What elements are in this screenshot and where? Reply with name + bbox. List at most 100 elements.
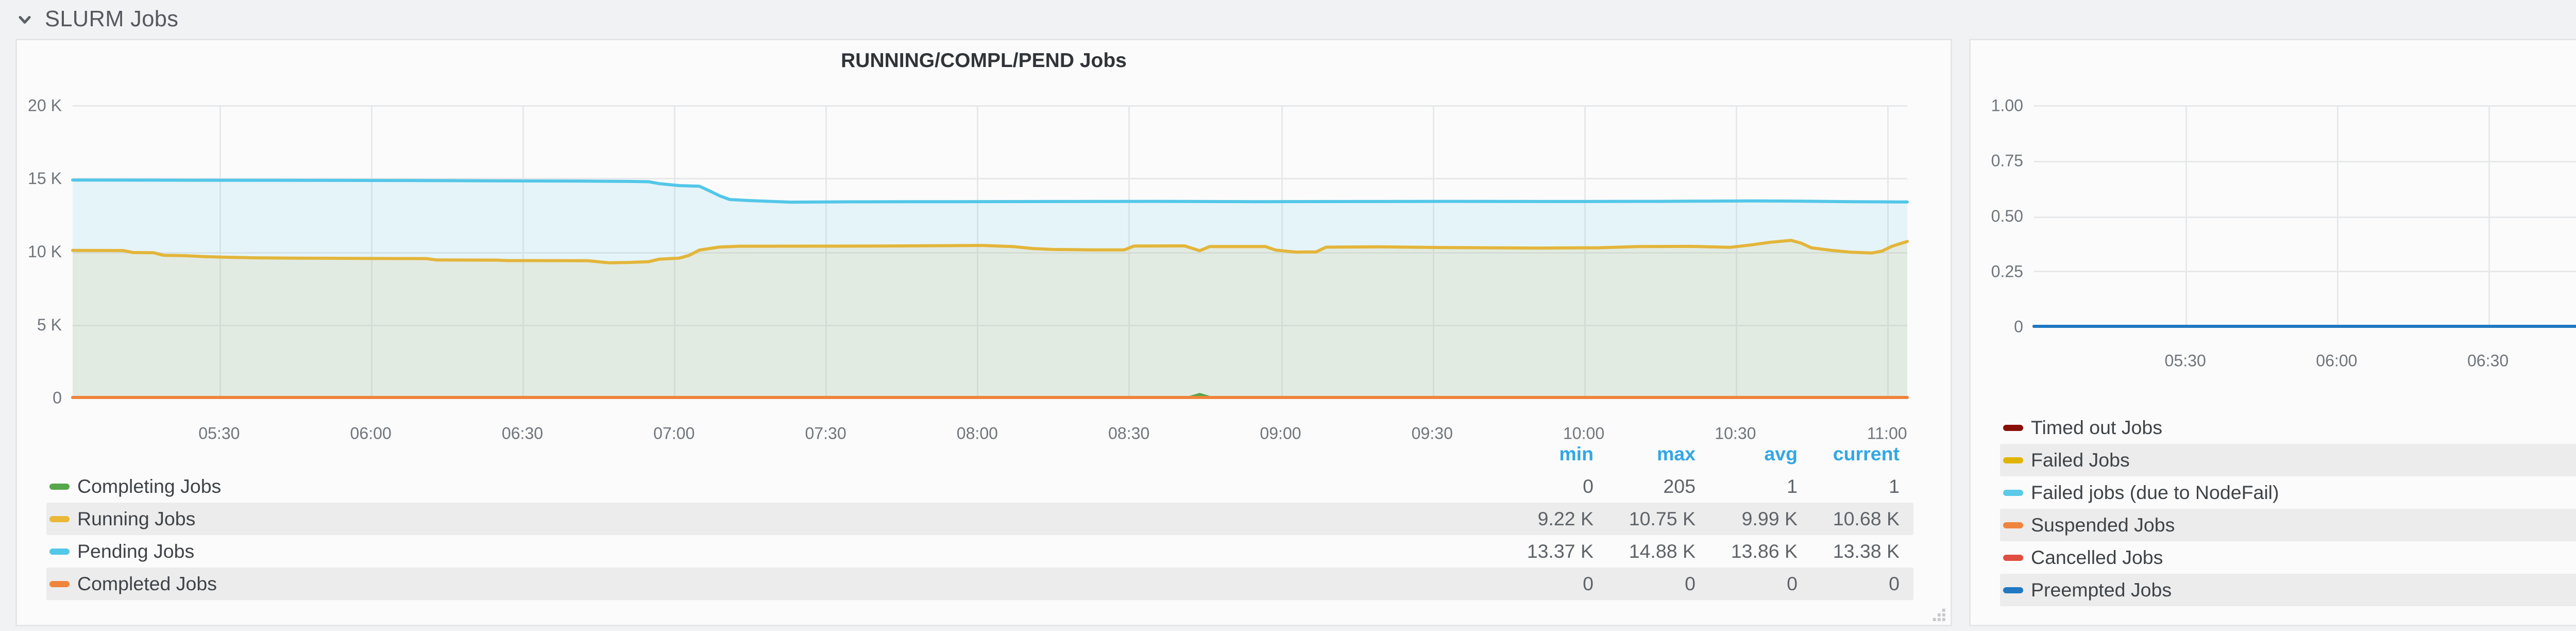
- x-axis-label: 05:30: [198, 424, 240, 442]
- legend-series-name: Preempted Jobs: [2031, 579, 2172, 601]
- series-color-swatch-icon[interactable]: [2003, 587, 2023, 593]
- x-axis: 05:30 06:00 06:30 07:00 07:30 08:00 08:30 09:00…: [198, 424, 1907, 442]
- series-color-swatch-icon[interactable]: [2003, 457, 2023, 463]
- x-axis-label: 06:00: [350, 424, 392, 442]
- series-color-swatch-icon[interactable]: [2003, 424, 2023, 431]
- legend-value-min: 0: [1583, 475, 1594, 497]
- y-axis-label: 0: [53, 388, 62, 407]
- series-color-swatch-icon[interactable]: [2003, 554, 2023, 561]
- legend-column-header-current[interactable]: current: [1833, 443, 1900, 464]
- legend-column-header-min[interactable]: min: [1559, 443, 1594, 464]
- legend-series-name: Completed Jobs: [77, 573, 217, 594]
- legend-row-running-jobs[interactable]: Running Jobs 9.22 K 10.75 K 9.99 K 10.68 K: [46, 503, 1913, 535]
- legend-row-completed-jobs[interactable]: Completed Jobs 0 0 0 0: [46, 568, 1913, 600]
- x-axis-label: 08:00: [957, 424, 998, 442]
- y-axis-label: 5 K: [37, 315, 62, 334]
- x-axis-label: 09:00: [1260, 424, 1301, 442]
- x-axis-label: 09:30: [1412, 424, 1453, 442]
- chart-area: 00.250.500.751.0005:3006:0006:3007:0007:…: [1971, 40, 2576, 625]
- legend-series-label[interactable]: Pending Jobs: [49, 540, 1492, 562]
- legend-value-avg: 9.99 K: [1741, 508, 1798, 529]
- legend-series-label[interactable]: Failed Jobs: [2003, 449, 2576, 471]
- panel-running-compl-pend-jobs: RUNNING/COMPL/PEND Jobs 0 5 K 10 K 15 K 20 K…: [15, 39, 1952, 626]
- y-axis: 0 5 K 10 K 15 K 20 K: [28, 96, 62, 407]
- legend-value-max: 205: [1663, 475, 1696, 497]
- legend-series-name: Failed jobs (due to NodeFail): [2031, 481, 2279, 503]
- legend-table: min max avg current Completing Jobs 0 205 1 1 Run…: [46, 438, 1913, 600]
- x-axis-label: 10:00: [1563, 424, 1604, 442]
- legend-header-row: min max avg current: [46, 438, 1913, 470]
- legend-series-label[interactable]: Completing Jobs: [49, 475, 1492, 497]
- chevron-down-icon[interactable]: [15, 10, 34, 29]
- time-series-plot[interactable]: 0 5 K 10 K 15 K 20 K 05:30 06:00 06:30 07:00 07:3…: [17, 40, 1954, 628]
- series-color-swatch-icon[interactable]: [49, 516, 70, 522]
- panel-title[interactable]: RUNNING/COMPL/PEND Jobs: [841, 49, 1127, 72]
- series-color-swatch-icon[interactable]: [49, 580, 70, 587]
- y-axis-label: 0.25: [1991, 262, 2023, 280]
- legend-series-label[interactable]: Timed out Jobs: [2003, 417, 2576, 439]
- series-color-swatch-icon[interactable]: [2003, 522, 2023, 528]
- series-color-swatch-icon[interactable]: [2003, 489, 2023, 496]
- series-color-swatch-icon[interactable]: [49, 483, 70, 490]
- panel-fail-susp-canc-preempt-timedout-jobs: FAIL/SUSP/CANC/PREEMPT/TIMEDOUT Jobs 0 0.…: [1969, 39, 2576, 626]
- legend-series-label[interactable]: Completed Jobs: [49, 573, 1492, 595]
- series-line-pending-jobs[interactable]: [71, 178, 1909, 204]
- x-axis-label: 06:30: [2467, 351, 2509, 370]
- gridlines: [2034, 105, 2576, 328]
- legend-value-min: 13.37 K: [1527, 540, 1594, 562]
- legend-value-current: 10.68 K: [1833, 508, 1900, 529]
- y-axis-label: 1.00: [1991, 96, 2023, 114]
- legend-column-header-max[interactable]: max: [1656, 443, 1696, 464]
- panel-title[interactable]: FAIL/SUSP/CANC/PREEMPT/TIMEDOUT Jobs: [1971, 49, 2576, 72]
- x-axis-label: 05:30: [2165, 351, 2206, 370]
- series-area-pending-jobs: [73, 180, 1907, 397]
- legend-table: minmaxavgcurrentTimed out Jobs0000Failed…: [2000, 379, 2576, 606]
- legend-value-min: 0: [1583, 573, 1594, 594]
- x-axis-label: 07:00: [653, 424, 694, 442]
- legend-series-name: Timed out Jobs: [2031, 417, 2162, 438]
- x-axis-label: 07:30: [805, 424, 846, 442]
- y-axis: 0 0.25 0.50 0.75 1.00: [1991, 96, 2023, 336]
- legend-value-current: 1: [1889, 475, 1900, 497]
- row-title[interactable]: SLURM Jobs: [45, 7, 179, 31]
- x-axis-label: 08:30: [1108, 424, 1149, 442]
- legend-value-current: 13.38 K: [1833, 540, 1900, 562]
- x-axis-label: 06:00: [2316, 351, 2357, 370]
- y-axis-label: 20 K: [28, 96, 62, 114]
- legend-value-max: 10.75 K: [1629, 508, 1696, 529]
- y-axis-label: 0.50: [1991, 207, 2023, 225]
- legend-series-name: Failed Jobs: [2031, 449, 2130, 471]
- y-axis-label: 15 K: [28, 169, 62, 188]
- legend-series-label[interactable]: Failed jobs (due to NodeFail): [2003, 481, 2576, 504]
- dashboard-row-header[interactable]: SLURM Jobs: [0, 0, 2576, 39]
- series-color-swatch-icon[interactable]: [49, 548, 70, 555]
- x-axis-label: 11:00: [1867, 424, 1907, 442]
- legend-series-label[interactable]: Running Jobs: [49, 508, 1492, 530]
- legend-row-pending-jobs[interactable]: Pending Jobs 13.37 K 14.88 K 13.86 K 13.38 K: [46, 535, 1913, 568]
- legend-series-name: Cancelled Jobs: [2031, 546, 2163, 568]
- legend-value-avg: 13.86 K: [1731, 540, 1798, 562]
- resize-grip-icon[interactable]: [1932, 608, 1946, 622]
- legend-row-completing-jobs[interactable]: Completing Jobs 0 205 1 1: [46, 470, 1913, 503]
- legend-series-label[interactable]: Suspended Jobs: [2003, 514, 2576, 536]
- legend-value-avg: 1: [1787, 475, 1798, 497]
- legend-value-max: 14.88 K: [1629, 540, 1696, 562]
- chart-area: 0 5 K 10 K 15 K 20 K 05:30 06:00 06:30 07:00 07:3…: [17, 40, 1951, 625]
- legend-column-header-avg[interactable]: avg: [1764, 443, 1798, 464]
- x-axis-label: 10:30: [1715, 424, 1756, 442]
- legend-series-name: Suspended Jobs: [2031, 514, 2175, 536]
- legend-series-label[interactable]: Cancelled Jobs: [2003, 546, 2576, 569]
- legend-series-name: Pending Jobs: [77, 540, 195, 562]
- series-line-running-jobs[interactable]: [71, 239, 1909, 264]
- legend-series-label[interactable]: Preempted Jobs: [2003, 579, 2576, 601]
- legend-series-name: Running Jobs: [77, 508, 196, 529]
- time-series-plot[interactable]: 00.250.500.751.0005:3006:0006:3007:0007:…: [1971, 40, 2576, 628]
